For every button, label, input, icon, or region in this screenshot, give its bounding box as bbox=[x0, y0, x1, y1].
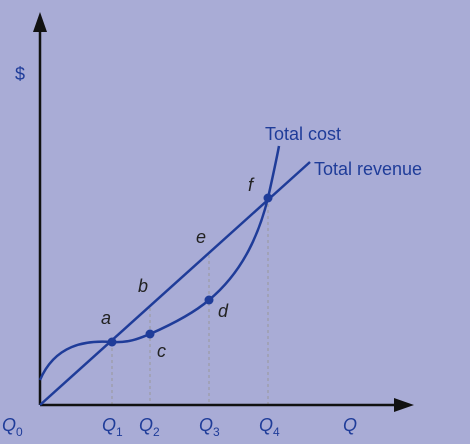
label-main: Q bbox=[139, 415, 153, 435]
x-axis-arrow bbox=[394, 398, 414, 412]
x-axis-label: Q1 bbox=[102, 415, 123, 439]
label-main: Q bbox=[259, 415, 273, 435]
label-subscript: 4 bbox=[273, 425, 280, 439]
x-axis-label: Q0 bbox=[2, 415, 23, 439]
label-subscript: 1 bbox=[116, 425, 123, 439]
x-axis-label: Q4 bbox=[259, 415, 280, 439]
x-axis-labels: Q0 Q1 Q2 Q3 Q4 Q bbox=[2, 415, 357, 439]
label-subscript: 3 bbox=[213, 425, 220, 439]
label-main: Q bbox=[199, 415, 213, 435]
total-revenue-line bbox=[39, 161, 311, 406]
point-label: d bbox=[218, 301, 229, 321]
x-axis-label: Q2 bbox=[139, 415, 160, 439]
point-label: b bbox=[138, 276, 148, 296]
point-dot bbox=[204, 295, 214, 305]
x-axis-label: Q3 bbox=[199, 415, 220, 439]
label-main: Q bbox=[2, 415, 16, 435]
point-dot bbox=[263, 193, 273, 203]
y-axis-label: $ bbox=[15, 64, 25, 84]
curve-label: Total cost bbox=[265, 124, 341, 144]
points bbox=[107, 193, 273, 347]
label-main: Q bbox=[343, 415, 357, 435]
point-label: c bbox=[157, 341, 166, 361]
point-label: e bbox=[196, 227, 206, 247]
label-subscript: 2 bbox=[153, 425, 160, 439]
point-dot bbox=[107, 337, 117, 347]
point-label: a bbox=[101, 308, 111, 328]
label-subscript: 0 bbox=[16, 425, 23, 439]
curve-label: Total revenue bbox=[314, 159, 422, 179]
point-label: f bbox=[248, 175, 255, 195]
y-axis-arrow bbox=[33, 12, 47, 32]
guide-lines bbox=[111, 198, 269, 405]
point-dot bbox=[145, 329, 155, 339]
x-axis-label: Q bbox=[343, 415, 357, 435]
label-main: Q bbox=[102, 415, 116, 435]
